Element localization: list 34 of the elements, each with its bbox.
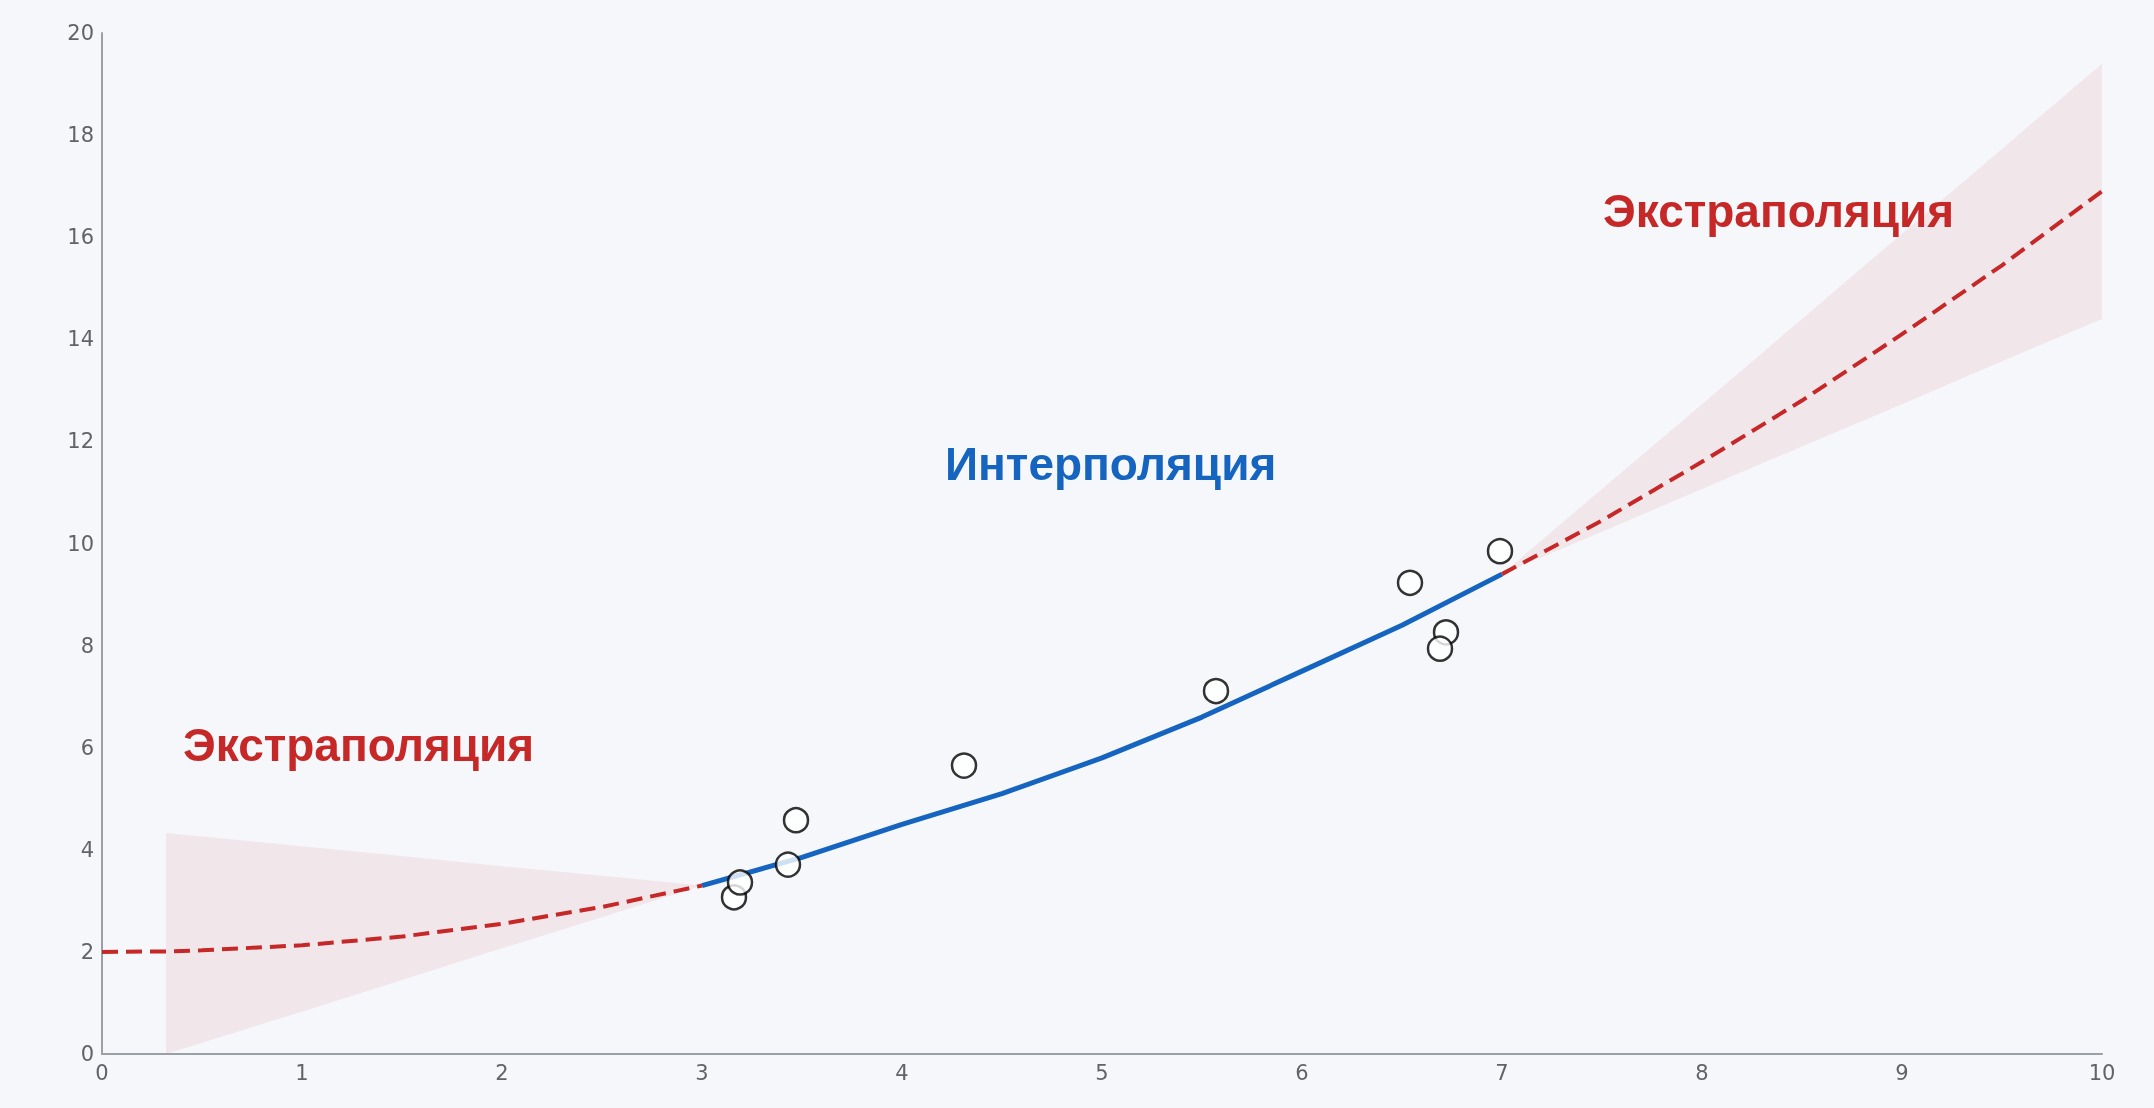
y-tick-label: 10 bbox=[67, 531, 94, 556]
y-tick-label: 14 bbox=[67, 327, 94, 352]
x-tick-label: 2 bbox=[495, 1060, 509, 1085]
line-series bbox=[1500, 189, 2104, 577]
point bbox=[950, 752, 978, 779]
line-series bbox=[100, 883, 704, 954]
x-tick-label: 7 bbox=[1495, 1060, 1509, 1085]
annotation: Интерполяция bbox=[945, 438, 1277, 490]
y-tick-label: 16 bbox=[67, 225, 94, 250]
x-tick-label: 9 bbox=[1895, 1060, 1909, 1085]
point bbox=[1396, 569, 1424, 597]
y-tick-label: 18 bbox=[67, 123, 94, 148]
point bbox=[782, 806, 810, 834]
y-tick-label: 20 bbox=[67, 21, 94, 45]
y-tick-label: 8 bbox=[80, 633, 94, 658]
annotation: Экстраполяция bbox=[183, 719, 535, 771]
y-tick-label: 12 bbox=[67, 429, 94, 454]
point bbox=[1202, 677, 1230, 705]
x-tick-label: 5 bbox=[1095, 1060, 1109, 1085]
y-tick-label: 6 bbox=[80, 735, 94, 760]
point bbox=[1426, 635, 1454, 662]
y-tick-label: 4 bbox=[80, 837, 94, 862]
x-tick-label: 4 bbox=[895, 1060, 909, 1085]
point bbox=[726, 869, 754, 896]
point bbox=[1486, 537, 1514, 565]
x-tick-label: 6 bbox=[1295, 1060, 1309, 1085]
x-tick-label: 10 bbox=[2088, 1060, 2116, 1085]
point bbox=[774, 851, 802, 878]
y-tick-label: 0 bbox=[80, 1042, 94, 1066]
y-tick-label: 2 bbox=[80, 939, 94, 964]
x-tick-label: 8 bbox=[1695, 1060, 1709, 1085]
x-tick-label: 3 bbox=[695, 1060, 709, 1085]
x-tick-label: 1 bbox=[295, 1060, 309, 1085]
annotation: Экстраполяция bbox=[1603, 185, 1955, 237]
